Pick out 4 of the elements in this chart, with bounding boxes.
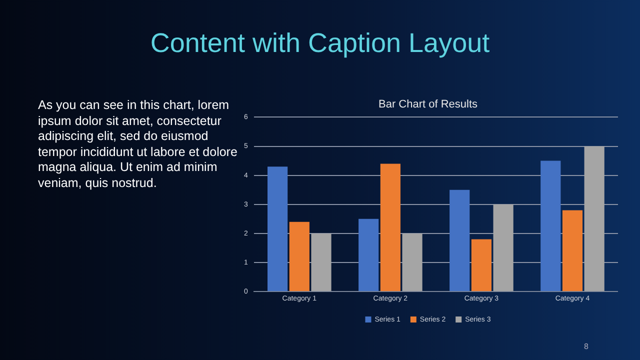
text: As you can see in this chart, lorem ipsum dolor sit amet, consectetur adipiscing elit, sed do eiusmod tempor incididunt ut labore et dolore magna aliqua. Ut enim ad minim veniam, quis nostrud. (38, 98, 238, 191)
text: 8 (584, 342, 588, 351)
chart-title: Bar Chart of Results (378, 98, 478, 111)
text: Content with Caption Layout (149, 28, 491, 59)
